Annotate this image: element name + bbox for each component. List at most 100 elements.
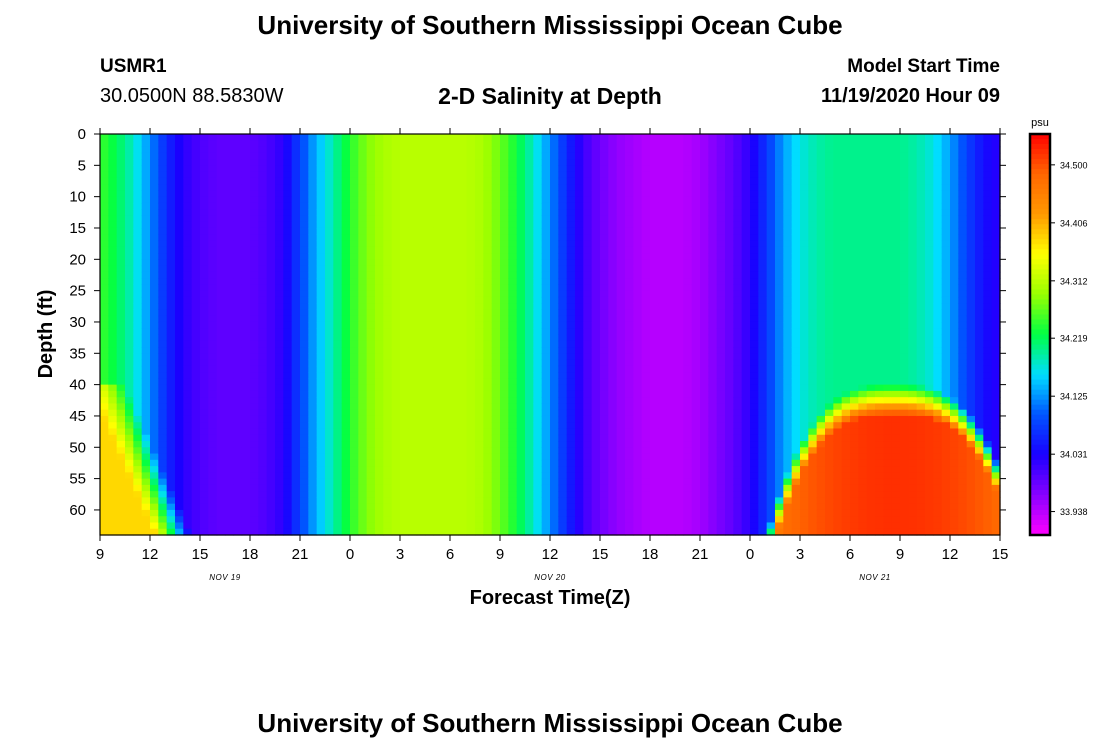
heatmap-cell: [225, 472, 234, 480]
heatmap-cell: [375, 328, 384, 336]
heatmap-cell: [141, 409, 151, 417]
heatmap-cell: [508, 472, 518, 480]
heatmap-cell: [608, 209, 618, 217]
heatmap-cell: [166, 347, 176, 354]
heatmap-cell: [416, 347, 426, 354]
heatmap-cell: [716, 309, 726, 317]
heatmap-cell: [600, 403, 609, 411]
heatmap-cell: [183, 321, 193, 329]
heatmap-cell: [516, 353, 526, 361]
heatmap-cell: [100, 415, 109, 423]
heatmap-cell: [250, 372, 259, 379]
heatmap-cell: [733, 309, 743, 317]
heatmap-cell: [125, 497, 134, 505]
heatmap-cell: [416, 340, 426, 348]
heatmap-cell: [675, 221, 684, 229]
heatmap-cell: [291, 359, 301, 367]
heatmap-cell: [683, 278, 693, 285]
heatmap-cell: [266, 403, 276, 411]
heatmap-cell: [725, 422, 734, 430]
heatmap-cell: [108, 359, 118, 367]
heatmap-cell: [525, 347, 534, 354]
heatmap-cell: [250, 347, 259, 354]
heatmap-cell: [233, 202, 243, 210]
heatmap-cell: [625, 140, 634, 148]
heatmap-cell: [341, 240, 351, 248]
heatmap-cell: [408, 478, 418, 486]
heatmap-cell: [141, 321, 151, 329]
heatmap-cell: [675, 265, 684, 273]
heatmap-cell: [275, 278, 284, 285]
heatmap-cell: [575, 321, 584, 329]
heatmap-cell: [600, 271, 609, 279]
heatmap-cell: [375, 441, 384, 448]
heatmap-cell: [666, 422, 676, 430]
heatmap-cell: [591, 321, 601, 329]
heatmap-cell: [208, 359, 218, 367]
heatmap-cell: [308, 221, 318, 229]
heatmap-cell: [641, 152, 651, 160]
heatmap-cell: [300, 497, 309, 505]
heatmap-cell: [458, 509, 468, 517]
heatmap-cell: [291, 447, 301, 455]
heatmap-cell: [266, 384, 276, 392]
heatmap-cell: [491, 441, 501, 448]
heatmap-cell: [541, 484, 551, 492]
heatmap-cell: [625, 184, 634, 191]
heatmap-cell: [700, 246, 709, 254]
heatmap-cell: [650, 459, 659, 467]
heatmap-cell: [316, 372, 326, 379]
heatmap-cell: [725, 509, 734, 517]
heatmap-cell: [475, 522, 484, 530]
heatmap-cell: [741, 152, 751, 160]
heatmap-cell: [108, 253, 118, 260]
heatmap-cell: [516, 303, 526, 311]
heatmap-cell: [291, 390, 301, 398]
heatmap-cell: [433, 390, 443, 398]
heatmap-cell: [450, 453, 459, 461]
heatmap-cell: [575, 447, 584, 455]
heatmap-cell: [475, 278, 484, 285]
heatmap-cell: [150, 441, 159, 448]
heatmap-cell: [108, 146, 118, 154]
heatmap-cell: [550, 271, 559, 279]
heatmap-cell: [216, 472, 226, 480]
heatmap-cell: [325, 303, 334, 311]
heatmap-cell: [100, 403, 109, 411]
heatmap-cell: [375, 165, 384, 173]
heatmap-cell: [375, 303, 384, 311]
heatmap-cell: [583, 415, 593, 423]
heatmap-cell: [208, 328, 218, 336]
heatmap-cell: [400, 209, 409, 217]
heatmap-cell: [400, 140, 409, 148]
heatmap-cell: [391, 303, 401, 311]
heatmap-cell: [708, 246, 718, 254]
heatmap-cell: [575, 484, 584, 492]
heatmap-cell: [591, 459, 601, 467]
heatmap-cell: [366, 146, 376, 154]
heatmap-cell: [475, 497, 484, 505]
heatmap-cell: [266, 472, 276, 480]
heatmap-cell: [291, 334, 301, 342]
heatmap-cell: [175, 290, 184, 298]
heatmap-cell: [533, 522, 543, 530]
heatmap-cell: [666, 165, 676, 173]
heatmap-cell: [125, 284, 134, 292]
heatmap-cell: [258, 152, 268, 160]
heatmap-cell: [450, 278, 459, 285]
heatmap-cell: [425, 240, 434, 248]
heatmap-cell: [466, 253, 476, 260]
heatmap-cell: [150, 422, 159, 430]
heatmap-cell: [650, 221, 659, 229]
heatmap-cell: [116, 209, 126, 217]
heatmap-cell: [541, 415, 551, 423]
heatmap-cell: [491, 359, 501, 367]
heatmap-cell: [575, 497, 584, 505]
heatmap-cell: [408, 403, 418, 411]
heatmap-cell: [108, 459, 118, 467]
heatmap-cell: [650, 472, 659, 480]
heatmap-cell: [533, 171, 543, 179]
heatmap-cell: [716, 378, 726, 386]
heatmap-cell: [150, 497, 159, 505]
heatmap-cell: [125, 503, 134, 511]
